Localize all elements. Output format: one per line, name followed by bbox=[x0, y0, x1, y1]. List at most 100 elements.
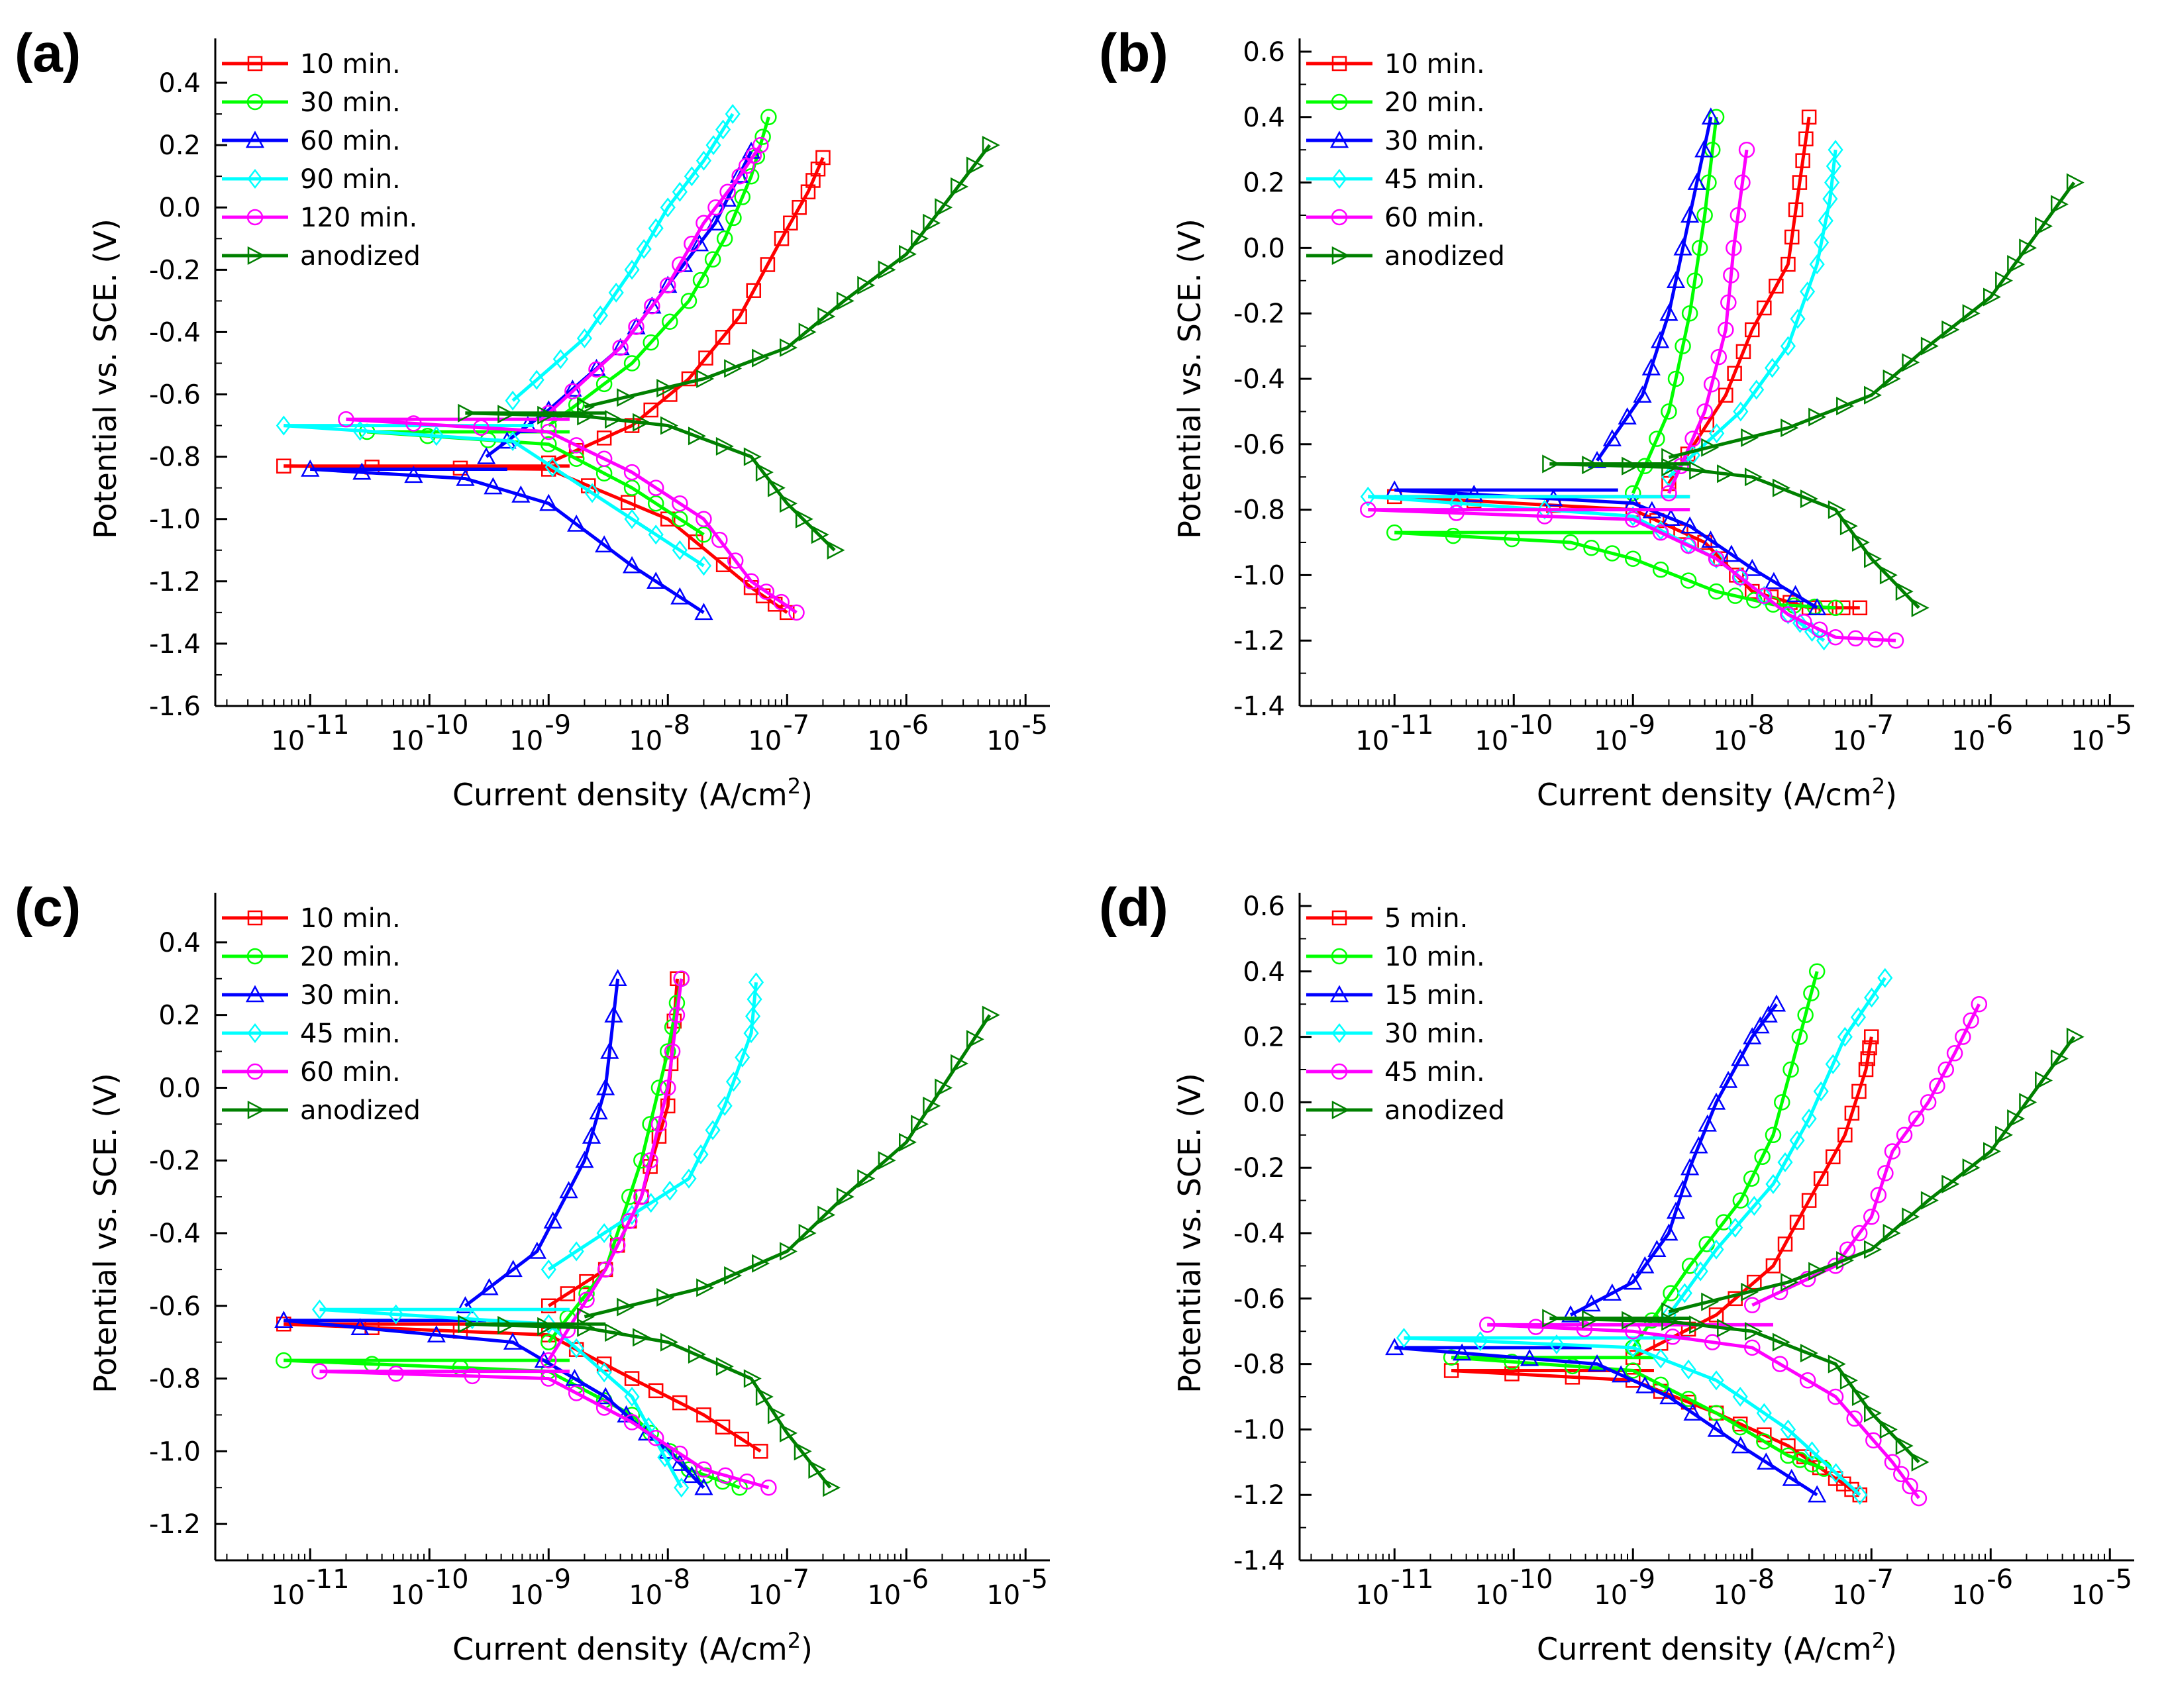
x-tick-exponent: -11 bbox=[1390, 1564, 1433, 1595]
y-tick-label: -1.4 bbox=[1233, 691, 1285, 722]
data-point bbox=[681, 371, 697, 387]
data-point bbox=[817, 1205, 836, 1225]
x-axis-title-text: Current density (A/cm bbox=[1537, 777, 1872, 813]
series-line bbox=[1394, 530, 1836, 610]
data-point bbox=[792, 199, 807, 215]
data-point bbox=[1448, 505, 1465, 521]
data-point bbox=[596, 430, 612, 446]
data-point bbox=[1851, 1387, 1870, 1407]
series-2 bbox=[274, 969, 713, 1495]
data-point bbox=[1877, 1165, 1894, 1181]
data-point bbox=[719, 183, 736, 200]
data-point bbox=[541, 1298, 556, 1314]
x-tick-label: 10 bbox=[1951, 726, 1985, 756]
data-point bbox=[1893, 1466, 1910, 1483]
data-point bbox=[511, 485, 531, 503]
data-point bbox=[404, 466, 423, 483]
series-line bbox=[310, 467, 705, 614]
legend-marker bbox=[246, 209, 264, 226]
data-point bbox=[1789, 1215, 1805, 1230]
data-point bbox=[1680, 537, 1697, 554]
data-point bbox=[596, 1223, 612, 1244]
data-point bbox=[1445, 527, 1462, 544]
data-point bbox=[1694, 140, 1714, 158]
data-point bbox=[1963, 1012, 1979, 1029]
y-tick-label: 0.0 bbox=[158, 1073, 201, 1103]
data-point bbox=[1689, 461, 1708, 480]
y-tick-label: -1.2 bbox=[149, 567, 201, 597]
series-line bbox=[1549, 1316, 1920, 1464]
x-tick-label: 10 bbox=[1355, 726, 1389, 756]
y-tick-label: -0.6 bbox=[1233, 430, 1285, 460]
data-point bbox=[595, 376, 613, 393]
data-point bbox=[1851, 532, 1870, 552]
data-point bbox=[633, 1328, 651, 1347]
x-tick-label: 10 bbox=[1713, 1580, 1747, 1611]
data-point bbox=[1728, 1217, 1743, 1238]
data-point bbox=[758, 583, 775, 600]
data-point bbox=[1864, 1403, 1882, 1423]
data-point bbox=[1360, 486, 1376, 507]
data-point bbox=[1851, 1225, 1868, 1242]
legend-marker bbox=[1331, 948, 1348, 965]
data-point bbox=[760, 109, 777, 126]
data-point bbox=[647, 495, 664, 512]
x-tick-exponent: -8 bbox=[664, 1564, 690, 1595]
legend-label: 10 min. bbox=[300, 49, 401, 79]
data-point bbox=[1723, 267, 1739, 283]
data-point bbox=[1665, 1329, 1681, 1345]
data-point bbox=[668, 1007, 686, 1023]
data-point bbox=[539, 493, 558, 511]
data-point bbox=[503, 1332, 523, 1350]
y-tick-label: -1.6 bbox=[149, 691, 201, 722]
data-point bbox=[1780, 606, 1796, 623]
panel-label: (a) bbox=[15, 23, 81, 83]
chart-a: (a) -1.6 -1.4 -1.2 -1.0 -0.8 -0.6 -0.4 -0.2 0.0 0.… bbox=[15, 23, 1050, 813]
data-point bbox=[1920, 336, 1939, 356]
data-point bbox=[732, 309, 747, 325]
data-point bbox=[660, 1098, 676, 1114]
data-point bbox=[617, 1297, 635, 1317]
legend-label: anodized bbox=[300, 241, 421, 272]
y-tick-label: 0.6 bbox=[1243, 891, 1285, 922]
x-axis-title-text: Current density (A/cm bbox=[1537, 1631, 1872, 1667]
data-point bbox=[705, 1120, 721, 1140]
data-point bbox=[690, 234, 709, 252]
data-point bbox=[1792, 1452, 1808, 1468]
legend-marker bbox=[247, 1023, 263, 1044]
panel-c: (c) -1.2 -1.0 -0.8 -0.6 -0.4 -0.2 0.0 0.2 0.4 10 -1… bbox=[0, 854, 1084, 1708]
data-point bbox=[681, 1168, 697, 1189]
x-tick-exponent: -7 bbox=[1867, 710, 1894, 740]
data-point bbox=[505, 431, 521, 452]
data-point bbox=[657, 1447, 673, 1468]
data-point bbox=[660, 197, 676, 218]
data-point bbox=[1995, 1125, 2014, 1144]
x-axis-title-sup: 2 bbox=[1872, 774, 1885, 799]
data-point bbox=[552, 349, 568, 370]
x-tick-label: 10 bbox=[1594, 726, 1627, 756]
x-tick-exponent: -6 bbox=[902, 1564, 929, 1595]
data-point bbox=[578, 1291, 595, 1308]
data-point bbox=[624, 418, 640, 433]
data-point bbox=[503, 1260, 523, 1278]
data-point bbox=[1795, 153, 1810, 168]
x-tick-exponent: -7 bbox=[783, 1564, 809, 1595]
legend-label: anodized bbox=[300, 1095, 421, 1126]
data-point bbox=[724, 359, 743, 378]
data-point bbox=[982, 136, 1000, 155]
x-tick-label: 10 bbox=[629, 726, 662, 756]
data-point bbox=[745, 1006, 761, 1027]
data-point bbox=[1718, 387, 1733, 403]
data-point bbox=[672, 540, 688, 560]
data-point bbox=[1799, 1372, 1816, 1389]
series-1 bbox=[1386, 109, 1844, 617]
data-point bbox=[624, 1371, 640, 1386]
data-point bbox=[1733, 401, 1749, 422]
data-point bbox=[1837, 1127, 1853, 1143]
data-point bbox=[642, 1152, 658, 1169]
data-point bbox=[1633, 385, 1652, 403]
chart-d: (d) -1.4 -1.2 -1.0 -0.8 -0.6 -0.4 -0.2 0.0 0.2 0.4… bbox=[1099, 878, 2134, 1667]
data-point bbox=[1804, 1456, 1820, 1473]
x-tick-label: 10 bbox=[390, 726, 424, 756]
data-point bbox=[1790, 309, 1806, 329]
